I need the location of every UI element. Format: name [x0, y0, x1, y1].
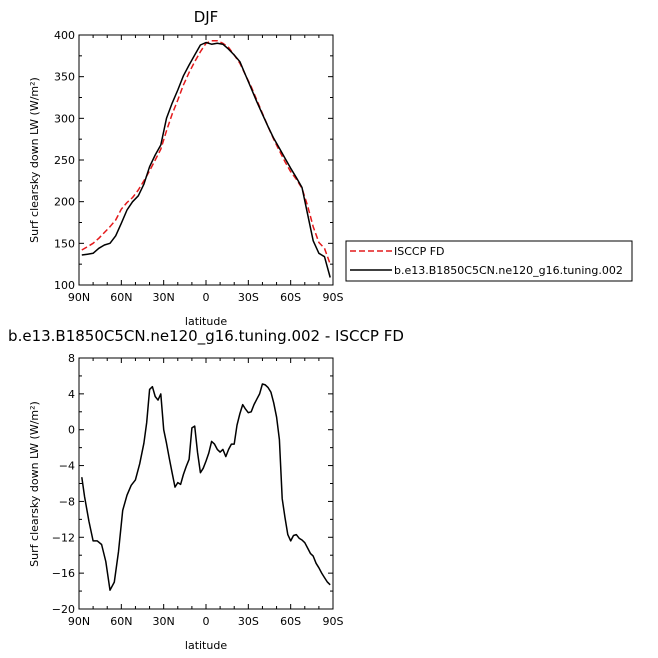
y-tick-label: 250: [54, 154, 75, 167]
y-tick-label: 350: [54, 71, 75, 84]
chart2-plot: 90N 60N 30N 0 30S 60S 90S −20 −16 −12 −8 −4 0 4 8: [52, 352, 344, 628]
chart1-series-2-line: [81, 41, 331, 278]
x-tick-label: 60N: [110, 291, 132, 304]
chart2-frame: [78, 357, 334, 610]
chart2-ylabel: Surf clearsky down LW (W/m²): [28, 401, 41, 567]
y-tick-label: 300: [54, 112, 75, 125]
x-tick-label: 90N: [68, 615, 90, 628]
y-tick-label: 8: [68, 352, 75, 365]
y-tick-label: −4: [59, 460, 75, 473]
x-tick-label: 60S: [280, 291, 301, 304]
x-tick-label: 30S: [238, 291, 259, 304]
y-tick-label: 4: [68, 388, 75, 401]
legend-box: [345, 240, 633, 282]
y-tick-label: −20: [52, 603, 75, 616]
y-tick-label: −16: [52, 567, 75, 580]
y-tick-label: 400: [54, 29, 75, 42]
x-tick-label: 30N: [153, 291, 175, 304]
chart2-xlabel: latitude: [185, 639, 227, 652]
chart1-frame: [78, 34, 334, 286]
chart1-plot: 90N 60N 30N 0 30S 60S 90S 100 150 200 250 300 350 400: [54, 29, 344, 304]
chart1-series-1-line: [81, 40, 331, 265]
y-tick-label: −8: [59, 495, 75, 508]
x-tick-label: 60S: [280, 615, 301, 628]
x-tick-label: 90S: [323, 615, 344, 628]
y-tick-label: 0: [68, 424, 75, 437]
legend-label-isccp: ISCCP FD: [394, 245, 445, 258]
chart1-xlabel: latitude: [185, 315, 227, 328]
chart2-title: b.e13.B1850C5CN.ne120_g16.tuning.002 - I…: [8, 327, 404, 346]
x-tick-label: 90N: [68, 291, 90, 304]
chart2-series-1-line: [81, 383, 331, 591]
x-tick-label: 30N: [153, 615, 175, 628]
y-tick-label: 100: [54, 279, 75, 292]
chart1-ylabel: Surf clearsky down LW (W/m²): [28, 77, 41, 243]
x-tick-label: 30S: [238, 615, 259, 628]
chart1-legend: ISCCP FD b.e13.B1850C5CN.ne120_g16.tunin…: [345, 240, 633, 282]
y-tick-label: −12: [52, 531, 75, 544]
y-tick-label: 200: [54, 196, 75, 209]
x-tick-label: 60N: [110, 615, 132, 628]
x-tick-label: 0: [203, 615, 210, 628]
legend-label-model: b.e13.B1850C5CN.ne120_g16.tuning.002: [394, 264, 623, 277]
y-tick-label: 150: [54, 237, 75, 250]
x-tick-label: 0: [203, 291, 210, 304]
x-tick-label: 90S: [323, 291, 344, 304]
chart1-title: DJF: [194, 8, 219, 26]
